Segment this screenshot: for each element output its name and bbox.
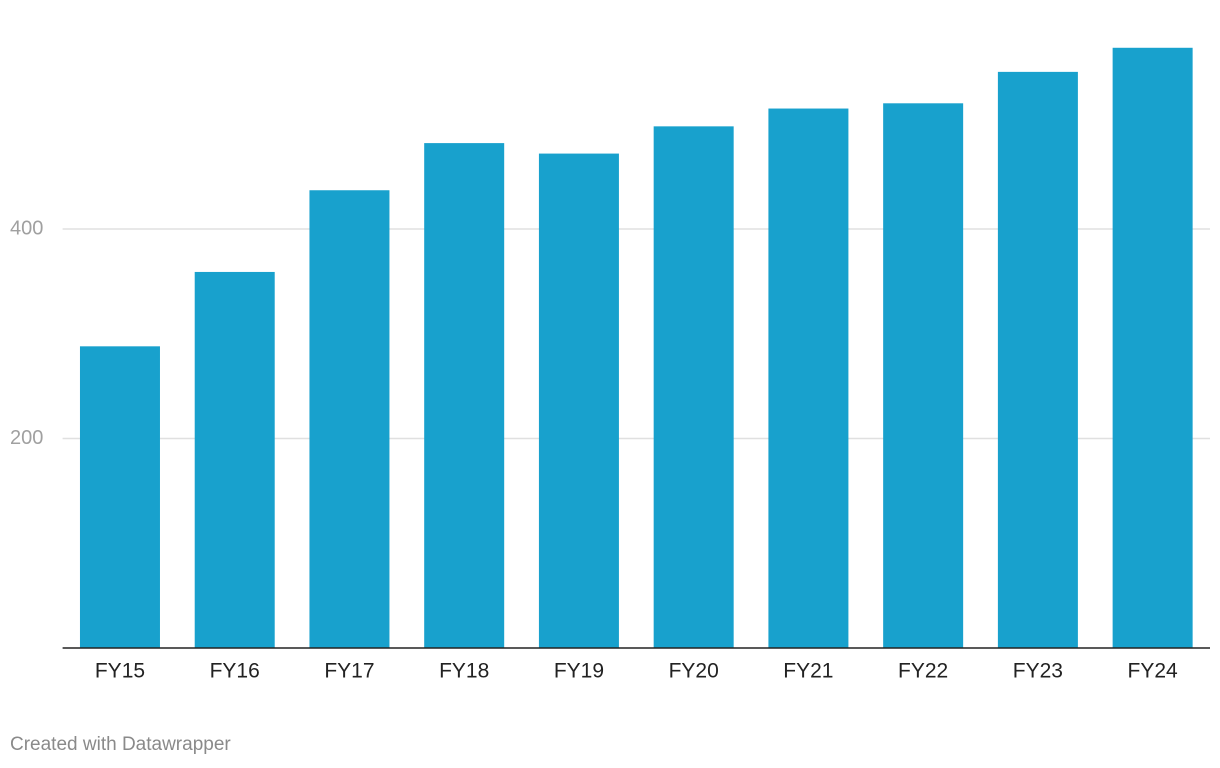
- x-tick-label: FY22: [898, 660, 948, 683]
- bar: [997, 71, 1078, 648]
- bar: [424, 143, 505, 649]
- x-tick-label: FY21: [783, 660, 833, 683]
- bar: [1112, 47, 1193, 649]
- footer: Created with Datawrapper: [10, 734, 231, 755]
- x-tick-label: FY16: [210, 660, 260, 683]
- x-tick-label: FY15: [95, 660, 145, 683]
- x-tick-label: FY24: [1128, 660, 1179, 683]
- bar: [883, 103, 964, 649]
- bar: [309, 190, 390, 648]
- y-tick-label: 200: [10, 427, 43, 449]
- x-tick-label: FY18: [439, 660, 489, 683]
- bar: [538, 153, 619, 648]
- bar: [653, 126, 734, 649]
- bar: [79, 346, 160, 648]
- bar: [194, 271, 275, 648]
- x-tick-label: FY17: [324, 660, 374, 683]
- y-tick-label: 400: [10, 217, 43, 239]
- x-tick-label: FY20: [669, 660, 719, 683]
- bar: [768, 108, 849, 649]
- x-tick-label: FY19: [554, 660, 604, 683]
- x-tick-label: FY23: [1013, 660, 1063, 683]
